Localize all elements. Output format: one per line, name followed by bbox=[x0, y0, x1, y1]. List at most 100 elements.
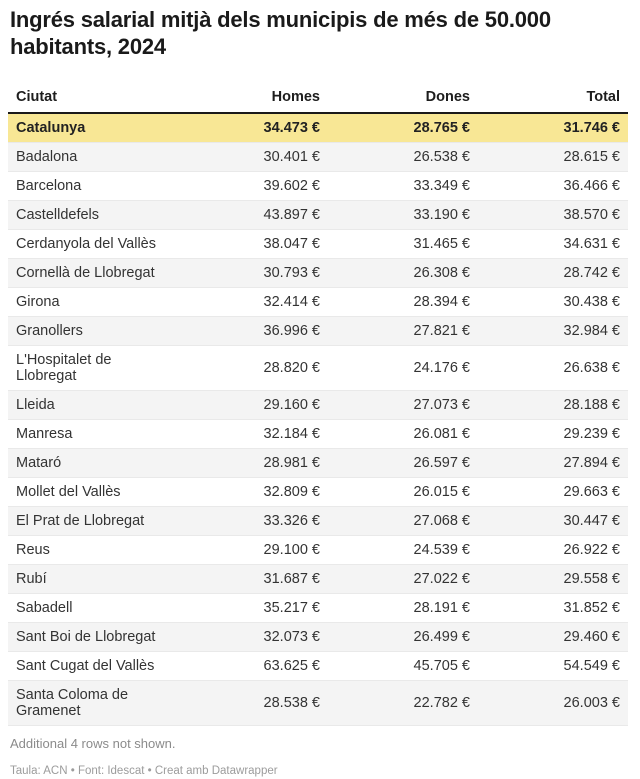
total-cell: 36.466 € bbox=[478, 171, 628, 201]
attribution: Taula: ACN • Font: Idescat • Creat amb D… bbox=[10, 765, 278, 777]
dones-cell: 27.821 € bbox=[328, 316, 478, 346]
homes-cell: 29.160 € bbox=[178, 390, 328, 420]
total-cell: 28.188 € bbox=[478, 390, 628, 420]
total-cell: 29.239 € bbox=[478, 419, 628, 449]
dones-cell: 28.765 € bbox=[328, 113, 478, 143]
homes-cell: 38.047 € bbox=[178, 229, 328, 259]
dones-cell: 28.394 € bbox=[328, 287, 478, 317]
homes-cell: 32.809 € bbox=[178, 477, 328, 507]
table-row: Reus 29.100 €24.539 €26.922 € bbox=[8, 535, 628, 565]
total-cell: 31.852 € bbox=[478, 593, 628, 623]
homes-cell: 28.981 € bbox=[178, 448, 328, 478]
total-cell: 26.638 € bbox=[478, 345, 628, 391]
total-cell: 34.631 € bbox=[478, 229, 628, 259]
table-row: Mataró 28.981 €26.597 €27.894 € bbox=[8, 448, 628, 478]
dones-cell: 33.190 € bbox=[328, 200, 478, 230]
city-cell: Lleida bbox=[8, 390, 178, 420]
column-header-total: Total bbox=[478, 84, 628, 114]
total-cell: 30.447 € bbox=[478, 506, 628, 536]
homes-cell: 28.538 € bbox=[178, 680, 328, 726]
dones-cell: 26.597 € bbox=[328, 448, 478, 478]
city-cell: L'Hospitalet de Llobregat bbox=[8, 345, 178, 391]
table-row-highlight: Catalunya 34.473 €28.765 €31.746 € bbox=[8, 113, 628, 143]
table-row: Sant Cugat del Vallès 63.625 €45.705 €54.… bbox=[8, 651, 628, 681]
table-row: Cornellà de Llobregat 30.793 €26.308 €28.… bbox=[8, 258, 628, 288]
homes-cell: 43.897 € bbox=[178, 200, 328, 230]
dones-cell: 31.465 € bbox=[328, 229, 478, 259]
table-row: Barcelona 39.602 €33.349 €36.466 € bbox=[8, 171, 628, 201]
table-row: Cerdanyola del Vallès 38.047 €31.465 €34.… bbox=[8, 229, 628, 259]
city-cell: Barcelona bbox=[8, 171, 178, 201]
city-cell: Mollet del Vallès bbox=[8, 477, 178, 507]
total-cell: 28.615 € bbox=[478, 142, 628, 172]
table-row: Badalona 30.401 €26.538 €28.615 € bbox=[8, 142, 628, 172]
table-row: El Prat de Llobregat 33.326 €27.068 €30.4… bbox=[8, 506, 628, 536]
city-cell: Cornellà de Llobregat bbox=[8, 258, 178, 288]
homes-cell: 63.625 € bbox=[178, 651, 328, 681]
dones-cell: 27.068 € bbox=[328, 506, 478, 536]
table-row: Lleida 29.160 €27.073 €28.188 € bbox=[8, 390, 628, 420]
homes-cell: 39.602 € bbox=[178, 171, 328, 201]
rows-not-shown-note: Additional 4 rows not shown. bbox=[10, 736, 176, 751]
total-cell: 26.003 € bbox=[478, 680, 628, 726]
table-row: Mollet del Vallès 32.809 €26.015 €29.663 … bbox=[8, 477, 628, 507]
homes-cell: 32.414 € bbox=[178, 287, 328, 317]
city-cell: Santa Coloma de Gramenet bbox=[8, 680, 178, 726]
city-cell: Granollers bbox=[8, 316, 178, 346]
dones-cell: 27.022 € bbox=[328, 564, 478, 594]
table-header: Ciutat Homes Dones Total bbox=[8, 84, 628, 114]
city-cell: Manresa bbox=[8, 419, 178, 449]
dones-cell: 26.499 € bbox=[328, 622, 478, 652]
city-cell: Castelldefels bbox=[8, 200, 178, 230]
city-cell: Mataró bbox=[8, 448, 178, 478]
homes-cell: 33.326 € bbox=[178, 506, 328, 536]
homes-cell: 32.073 € bbox=[178, 622, 328, 652]
homes-cell: 32.184 € bbox=[178, 419, 328, 449]
dones-cell: 45.705 € bbox=[328, 651, 478, 681]
homes-cell: 31.687 € bbox=[178, 564, 328, 594]
city-cell: Cerdanyola del Vallès bbox=[8, 229, 178, 259]
city-cell: Badalona bbox=[8, 142, 178, 172]
total-cell: 27.894 € bbox=[478, 448, 628, 478]
dones-cell: 22.782 € bbox=[328, 680, 478, 726]
header-row: Ciutat Homes Dones Total bbox=[8, 84, 628, 114]
city-cell: Sabadell bbox=[8, 593, 178, 623]
homes-cell: 36.996 € bbox=[178, 316, 328, 346]
homes-cell: 30.793 € bbox=[178, 258, 328, 288]
homes-cell: 34.473 € bbox=[178, 113, 328, 143]
city-cell: Reus bbox=[8, 535, 178, 565]
dones-cell: 24.539 € bbox=[328, 535, 478, 565]
dones-cell: 27.073 € bbox=[328, 390, 478, 420]
column-header-ciutat: Ciutat bbox=[8, 84, 178, 114]
total-cell: 29.663 € bbox=[478, 477, 628, 507]
homes-cell: 30.401 € bbox=[178, 142, 328, 172]
total-cell: 38.570 € bbox=[478, 200, 628, 230]
city-cell: Catalunya bbox=[8, 113, 178, 143]
dones-cell: 26.308 € bbox=[328, 258, 478, 288]
table-row: Castelldefels 43.897 €33.190 €38.570 € bbox=[8, 200, 628, 230]
table-row: Sabadell 35.217 €28.191 €31.852 € bbox=[8, 593, 628, 623]
table-row: L'Hospitalet de Llobregat 28.820 €24.176 … bbox=[8, 345, 628, 391]
table-row: Rubí 31.687 €27.022 €29.558 € bbox=[8, 564, 628, 594]
total-cell: 28.742 € bbox=[478, 258, 628, 288]
column-header-homes: Homes bbox=[178, 84, 328, 114]
city-cell: Rubí bbox=[8, 564, 178, 594]
table-row: Granollers 36.996 €27.821 €32.984 € bbox=[8, 316, 628, 346]
total-cell: 29.558 € bbox=[478, 564, 628, 594]
chart-title: Ingrés salarial mitjà dels municipis de … bbox=[10, 7, 551, 59]
homes-cell: 35.217 € bbox=[178, 593, 328, 623]
table-row: Sant Boi de Llobregat 32.073 €26.499 €29.… bbox=[8, 622, 628, 652]
dones-cell: 26.015 € bbox=[328, 477, 478, 507]
city-cell: Sant Cugat del Vallès bbox=[8, 651, 178, 681]
table-row: Girona 32.414 €28.394 €30.438 € bbox=[8, 287, 628, 317]
total-cell: 32.984 € bbox=[478, 316, 628, 346]
column-header-dones: Dones bbox=[328, 84, 478, 114]
dones-cell: 33.349 € bbox=[328, 171, 478, 201]
city-cell: Girona bbox=[8, 287, 178, 317]
total-cell: 26.922 € bbox=[478, 535, 628, 565]
total-cell: 29.460 € bbox=[478, 622, 628, 652]
salary-table: Ciutat Homes Dones Total Catalunya 34.473… bbox=[8, 84, 628, 726]
homes-cell: 29.100 € bbox=[178, 535, 328, 565]
total-cell: 54.549 € bbox=[478, 651, 628, 681]
